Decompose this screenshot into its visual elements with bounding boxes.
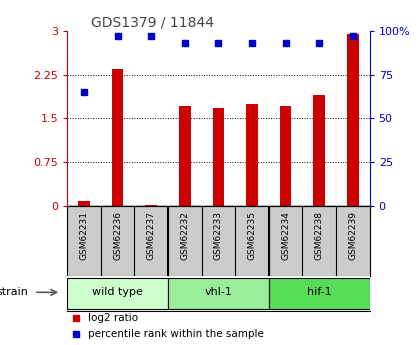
Text: percentile rank within the sample: percentile rank within the sample [88,329,264,339]
Text: GSM62237: GSM62237 [147,211,156,260]
Bar [246,104,258,206]
Bar [78,201,90,206]
Text: GSM62236: GSM62236 [113,211,122,260]
Text: log2 ratio: log2 ratio [88,313,139,323]
Bar [347,34,359,206]
Text: GDS1379 / 11844: GDS1379 / 11844 [92,16,214,30]
Text: wild type: wild type [92,287,143,297]
Text: GSM62231: GSM62231 [79,211,89,260]
Text: GSM62232: GSM62232 [180,211,189,260]
Bar [213,108,224,206]
Bar [280,106,291,206]
Text: GSM62233: GSM62233 [214,211,223,260]
Bar [313,95,325,206]
Text: GSM62235: GSM62235 [247,211,257,260]
Text: strain: strain [0,287,28,297]
Bar [179,106,191,206]
Text: GSM62238: GSM62238 [315,211,324,260]
Text: vhl-1: vhl-1 [205,287,232,297]
Text: hif-1: hif-1 [307,287,331,297]
Bar [67,278,168,309]
Bar [145,205,157,206]
Text: GSM62234: GSM62234 [281,211,290,260]
Bar [269,278,370,309]
Bar [112,69,123,206]
Text: GSM62239: GSM62239 [348,211,357,260]
Bar [168,278,269,309]
